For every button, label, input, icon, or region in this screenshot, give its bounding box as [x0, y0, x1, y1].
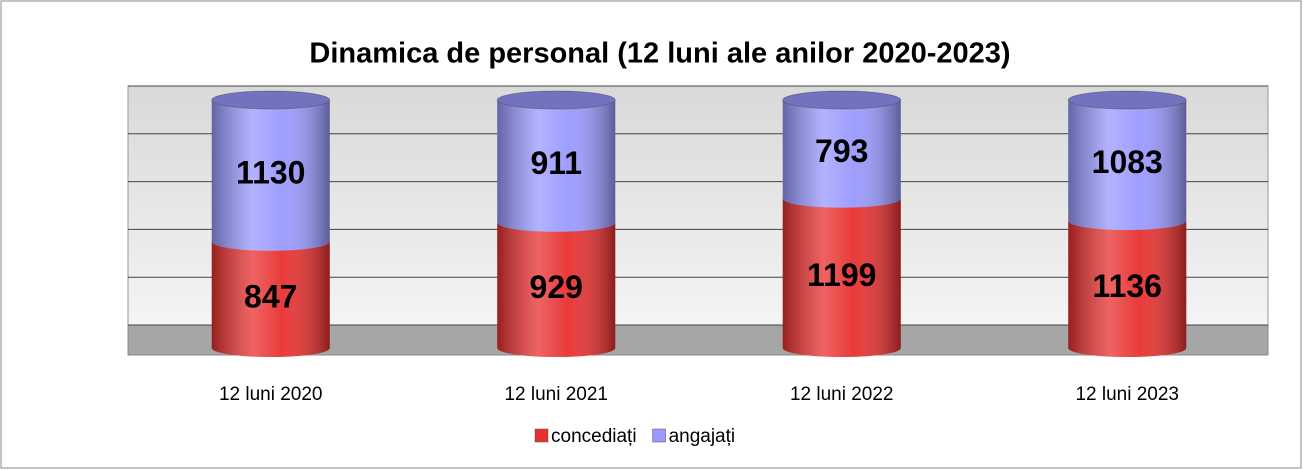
x-tick-label: 12 luni 2022 — [790, 384, 894, 405]
value-label: 911 — [530, 145, 582, 181]
shading — [1068, 212, 1187, 357]
chart-title: Dinamica de personal (12 luni ale anilor… — [309, 38, 1010, 70]
shading — [497, 213, 616, 357]
shading — [782, 189, 901, 357]
shading — [497, 91, 616, 232]
value-label: 1083 — [1092, 144, 1163, 180]
x-tick-label: 12 luni 2021 — [504, 384, 608, 405]
value-label: 1199 — [807, 257, 876, 293]
bar-top-shade — [782, 91, 901, 109]
bar-top-shade — [211, 91, 330, 109]
bar-top-shade — [1068, 91, 1187, 109]
shading — [211, 232, 330, 357]
shading — [211, 91, 330, 251]
x-tick-label: 12 luni 2023 — [1075, 384, 1179, 405]
legend-swatch — [534, 428, 549, 443]
shading — [782, 91, 901, 208]
value-label: 793 — [815, 133, 868, 169]
value-label: 1130 — [236, 154, 305, 190]
legend-label: angajați — [669, 426, 736, 447]
x-tick-label: 12 luni 2020 — [219, 384, 323, 405]
value-label: 847 — [244, 278, 297, 314]
legend-swatch — [652, 428, 666, 443]
value-label: 929 — [530, 269, 583, 305]
legend-label: concediați — [551, 426, 637, 447]
bar-top — [1067, 90, 1187, 110]
bar-top — [496, 90, 616, 110]
bar-top — [782, 90, 902, 110]
bar-top-shade — [497, 91, 616, 109]
value-label: 1136 — [1093, 268, 1162, 304]
bar-top — [211, 90, 331, 110]
shading — [1068, 91, 1187, 231]
